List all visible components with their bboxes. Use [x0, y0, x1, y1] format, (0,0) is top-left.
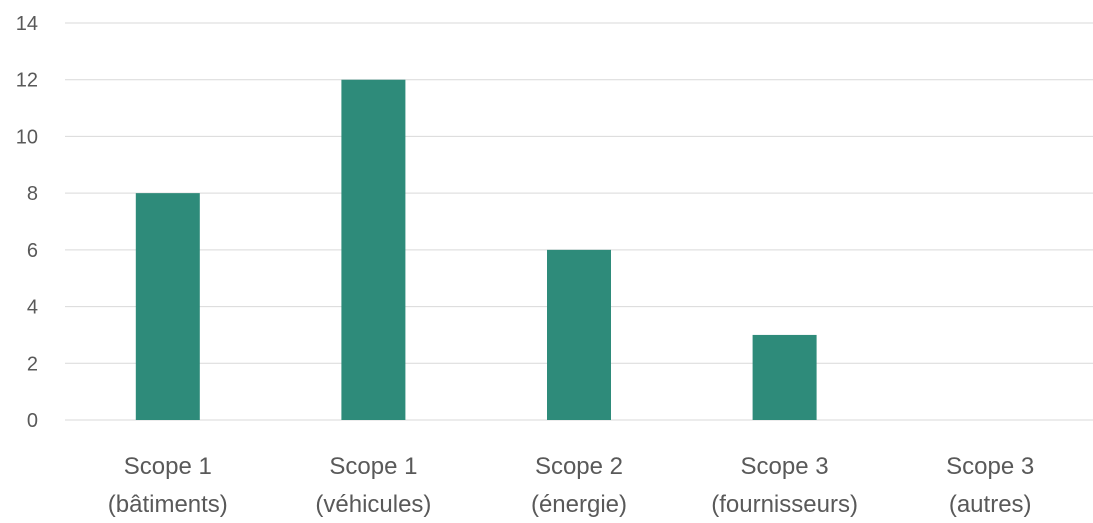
bar — [547, 249, 611, 420]
y-tick-label: 2 — [27, 353, 38, 375]
x-tick-label: Scope 1 — [329, 453, 417, 480]
x-tick-label: Scope 3 — [946, 453, 1034, 480]
y-tick-label: 4 — [27, 297, 38, 319]
y-tick-label: 12 — [16, 70, 38, 92]
x-tick-label: Scope 3 — [741, 453, 829, 480]
x-axis-labels: Scope 1 (bâtiments) Scope 1 (véhicules) Scop… — [108, 453, 1034, 518]
x-tick-label: (autres) — [949, 491, 1032, 518]
bar — [752, 334, 817, 420]
y-tick-label: 10 — [16, 126, 38, 148]
y-axis-ticks: 0 2 4 6 8 10 12 14 — [16, 13, 38, 432]
y-tick-label: 6 — [27, 240, 38, 262]
bars — [135, 79, 817, 420]
x-tick-label: (véhicules) — [315, 491, 431, 518]
x-tick-label: (fournisseurs) — [711, 491, 858, 518]
bar — [135, 193, 200, 420]
x-tick-label: (bâtiments) — [108, 491, 228, 518]
y-tick-label: 14 — [16, 13, 38, 35]
x-tick-label: Scope 1 — [124, 453, 212, 480]
x-tick-label: (énergie) — [531, 491, 627, 518]
bar — [341, 79, 406, 420]
y-tick-label: 8 — [27, 183, 38, 205]
y-tick-label: 0 — [27, 410, 38, 432]
x-tick-label: Scope 2 — [535, 453, 623, 480]
